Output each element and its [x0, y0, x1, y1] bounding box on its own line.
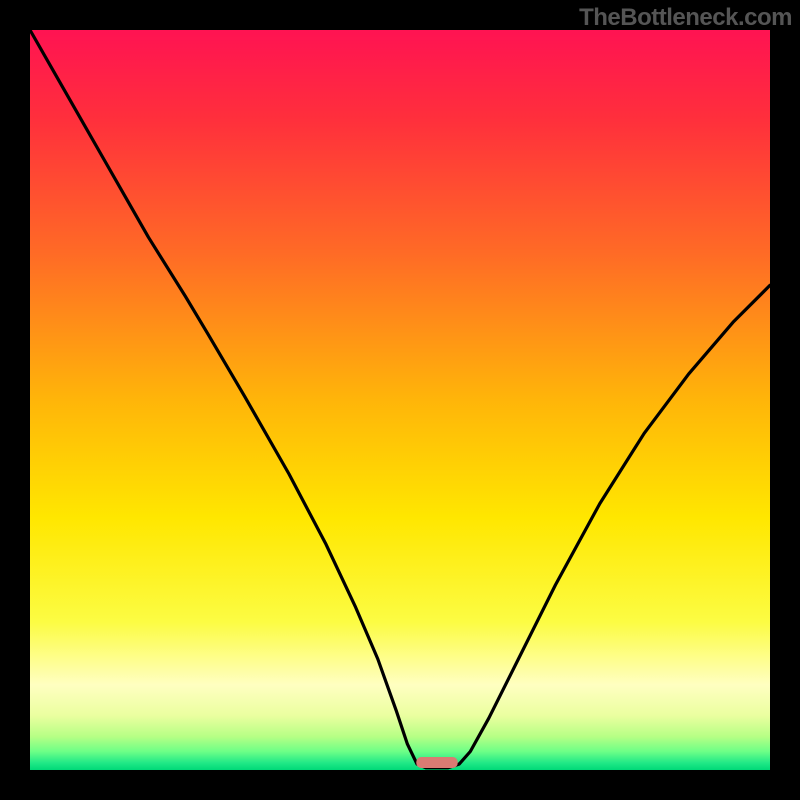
- gradient-plot-area: [30, 30, 770, 770]
- chart-container: TheBottleneck.com: [0, 0, 800, 800]
- watermark-text: TheBottleneck.com: [579, 4, 792, 32]
- optimal-range-marker: [416, 757, 457, 768]
- bottleneck-chart: [0, 0, 800, 800]
